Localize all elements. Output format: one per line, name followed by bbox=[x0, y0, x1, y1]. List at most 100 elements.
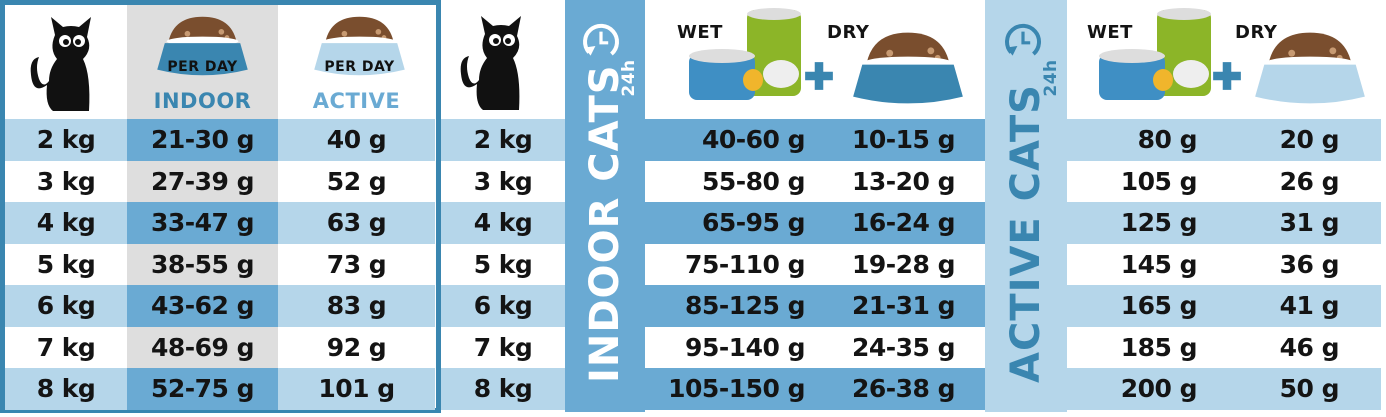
table-row: 2 kg 21-30 g 40 g bbox=[5, 119, 435, 161]
active-label: ACTIVE bbox=[312, 89, 401, 113]
indoor-dry-cell: 16-24 g bbox=[851, 208, 956, 238]
weight-cell-bg bbox=[441, 326, 565, 368]
dry-food-bowl-icon bbox=[1251, 28, 1369, 108]
active-wet-cell: 185 g bbox=[1120, 332, 1198, 362]
indoor-row-bg bbox=[645, 202, 985, 244]
active-row-bg bbox=[1067, 119, 1381, 161]
active-amount-cell: 63 g bbox=[326, 208, 387, 238]
active-wet-cell: 105 g bbox=[1120, 166, 1198, 196]
indoor-cell-bg bbox=[127, 202, 278, 244]
active-dry-cell: 20 g bbox=[1279, 125, 1340, 155]
indoor-row-bg bbox=[645, 368, 985, 410]
active-row-bg bbox=[1067, 202, 1381, 244]
active-amount-cell: 52 g bbox=[326, 166, 387, 196]
active-dry-cell: 46 g bbox=[1279, 332, 1340, 362]
indoor-dry-cell: 10-15 g bbox=[851, 125, 956, 155]
weight-cell-bg bbox=[441, 202, 565, 244]
active-dry-cell: 41 g bbox=[1279, 291, 1340, 321]
left-feeding-table: PER DAY INDOOR PER DAY ACTIVE 2 kg 21-30 … bbox=[0, 0, 441, 413]
clock-24h-icon bbox=[1003, 22, 1043, 62]
indoor-per-day-badge: PER DAY bbox=[167, 59, 238, 75]
weight-cell-bg bbox=[441, 119, 565, 161]
active-cats-label: ACTIVE CATS bbox=[1003, 84, 1049, 383]
active-wet-cell: 145 g bbox=[1120, 249, 1198, 279]
indoor-row-bg bbox=[645, 119, 985, 161]
table-row: 4 kg 33-47 g 63 g bbox=[5, 202, 435, 244]
weight-cell: 6 kg bbox=[473, 291, 533, 321]
indoor-amount-cell: 27-39 g bbox=[150, 166, 255, 196]
weight-cell: 2 kg bbox=[36, 125, 96, 155]
indoor-cats-label: INDOOR CATS bbox=[582, 64, 628, 383]
weight-cell: 3 kg bbox=[473, 166, 533, 196]
active-row-bg bbox=[1067, 326, 1381, 368]
indoor-amount-cell: 38-55 g bbox=[150, 249, 255, 279]
active-wet-cell: 125 g bbox=[1120, 208, 1198, 238]
indoor-wet-cell: 65-95 g bbox=[701, 208, 806, 238]
table-row: 3 kg 55-80 g 13-20 g 105 g 26 g bbox=[441, 160, 1381, 202]
active-wet-cell: 80 g bbox=[1137, 125, 1198, 155]
active-wet-cell: 200 g bbox=[1120, 374, 1198, 404]
active-dry-cell: 26 g bbox=[1279, 166, 1340, 196]
table-row: 5 kg 75-110 g 19-28 g 145 g 36 g bbox=[441, 243, 1381, 285]
plus-icon bbox=[1211, 60, 1243, 92]
indoor-wet-cell: 85-125 g bbox=[685, 291, 805, 321]
active-dry-label: DRY bbox=[1235, 22, 1278, 43]
indoor-wet-cell: 95-140 g bbox=[685, 332, 805, 362]
indoor-row-bg bbox=[645, 160, 985, 202]
indoor-dry-cell: 26-38 g bbox=[851, 374, 956, 404]
table-row: 8 kg 105-150 g 26-38 g 200 g 50 g bbox=[441, 368, 1381, 410]
weight-cell: 6 kg bbox=[36, 291, 96, 321]
weight-cell-bg bbox=[441, 368, 565, 410]
indoor-cell-bg bbox=[127, 285, 278, 327]
weight-cell-bg bbox=[441, 285, 565, 327]
active-wet-cell: 165 g bbox=[1120, 291, 1198, 321]
wet-food-cans-icon bbox=[1091, 6, 1231, 106]
active-per-day-badge: PER DAY bbox=[324, 59, 395, 75]
dry-food-bowl-icon bbox=[849, 28, 967, 108]
indoor-cell-bg bbox=[127, 326, 278, 368]
table-row: 6 kg 43-62 g 83 g bbox=[5, 285, 435, 327]
active-row-bg bbox=[1067, 285, 1381, 327]
indoor-cell-bg bbox=[127, 368, 278, 410]
weight-cell: 8 kg bbox=[36, 374, 96, 404]
weight-cell: 4 kg bbox=[36, 208, 96, 238]
table-row: 2 kg 40-60 g 10-15 g 80 g 20 g bbox=[441, 119, 1381, 161]
weight-cell: 4 kg bbox=[473, 208, 533, 238]
weight-cell: 5 kg bbox=[36, 249, 96, 279]
indoor-amount-cell: 43-62 g bbox=[150, 291, 255, 321]
indoor-dry-cell: 21-31 g bbox=[851, 291, 956, 321]
indoor-row-bg bbox=[645, 243, 985, 285]
indoor-amount-cell: 21-30 g bbox=[150, 125, 255, 155]
table-row: 8 kg 52-75 g 101 g bbox=[5, 368, 435, 410]
active-row-bg bbox=[1067, 368, 1381, 410]
clock-24h-icon bbox=[581, 22, 621, 62]
active-row-bg bbox=[1067, 243, 1381, 285]
active-strip bbox=[985, 0, 1067, 412]
indoor-wet-cell: 40-60 g bbox=[701, 125, 806, 155]
weight-cell: 5 kg bbox=[473, 249, 533, 279]
active-dry-cell: 31 g bbox=[1279, 208, 1340, 238]
right-feeding-table: 2 kg 40-60 g 10-15 g 80 g 20 g 3 kg 55-80 g 13-… bbox=[441, 0, 1386, 417]
indoor-cell-bg bbox=[127, 243, 278, 285]
indoor-label: INDOOR bbox=[153, 89, 252, 113]
cat-icon bbox=[455, 14, 535, 114]
active-dry-cell: 50 g bbox=[1279, 374, 1340, 404]
indoor-row-bg bbox=[645, 285, 985, 327]
table-row: 6 kg 85-125 g 21-31 g 165 g 41 g bbox=[441, 285, 1381, 327]
indoor-wet-cell: 105-150 g bbox=[668, 374, 805, 404]
weight-cell: 7 kg bbox=[473, 332, 533, 362]
indoor-wet-cell: 75-110 g bbox=[685, 249, 805, 279]
weight-cell-bg bbox=[441, 243, 565, 285]
indoor-dry-cell: 24-35 g bbox=[851, 332, 956, 362]
indoor-dry-cell: 19-28 g bbox=[851, 249, 956, 279]
indoor-amount-cell: 48-69 g bbox=[150, 332, 255, 362]
weight-cell: 3 kg bbox=[36, 166, 96, 196]
table-row: 7 kg 95-140 g 24-35 g 185 g 46 g bbox=[441, 326, 1381, 368]
active-row-bg bbox=[1067, 160, 1381, 202]
indoor-wet-label: WET bbox=[677, 22, 723, 43]
active-wet-label: WET bbox=[1087, 22, 1133, 43]
weight-cell: 2 kg bbox=[473, 125, 533, 155]
active-amount-cell: 92 g bbox=[326, 332, 387, 362]
table-row: 5 kg 38-55 g 73 g bbox=[5, 243, 435, 285]
weight-cell: 7 kg bbox=[36, 332, 96, 362]
